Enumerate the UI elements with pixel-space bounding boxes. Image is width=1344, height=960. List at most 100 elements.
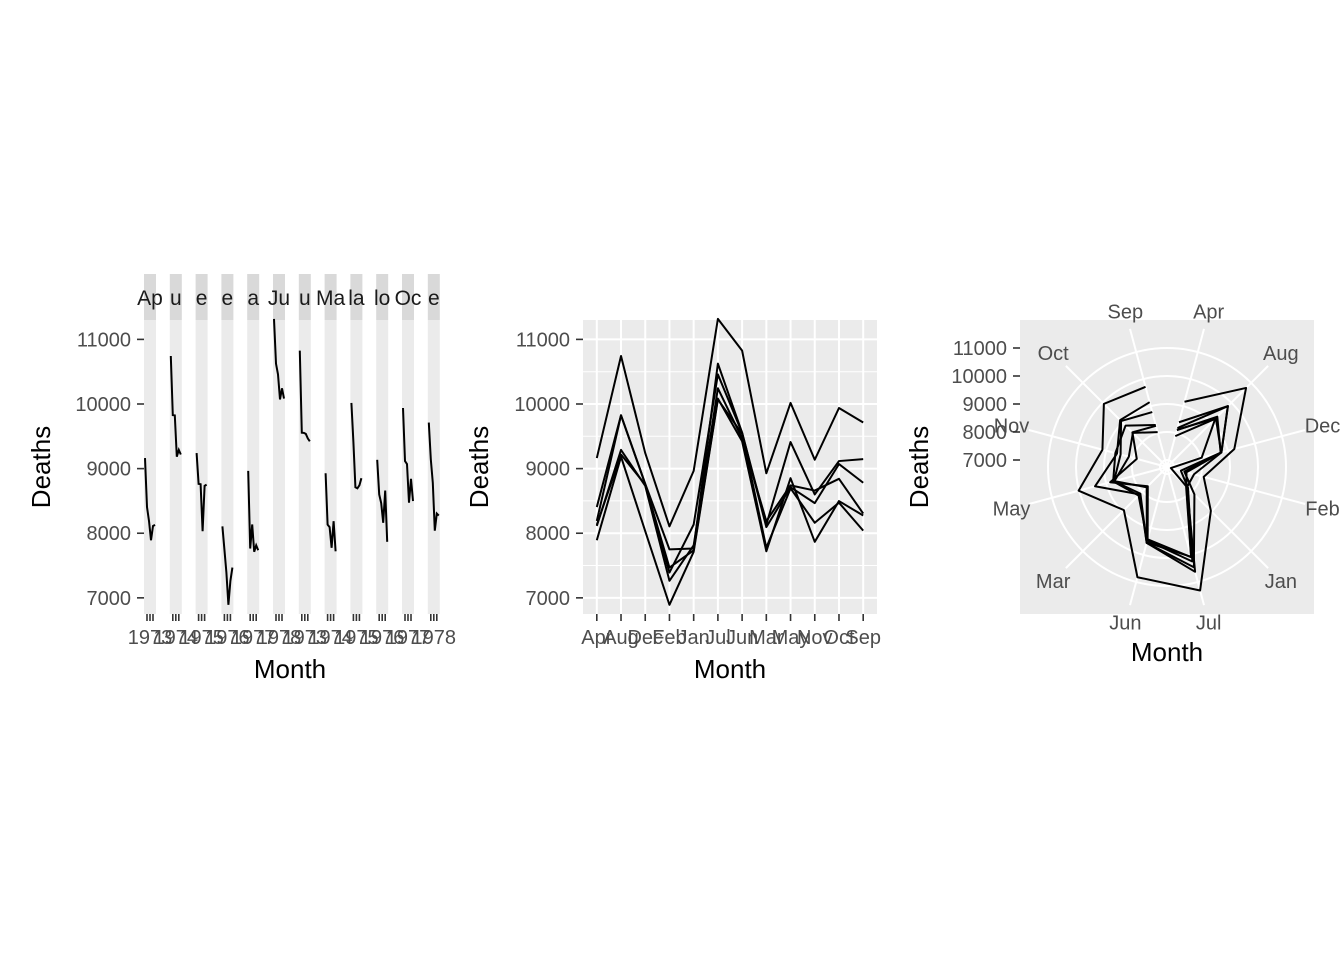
facet-strip-may xyxy=(350,274,363,320)
y-tick-label: 11000 xyxy=(516,329,570,351)
facet-line-nov xyxy=(376,459,389,542)
x-tick-label: 1973 xyxy=(283,627,328,649)
facet-panel-sep xyxy=(427,320,440,614)
facet-strip-label: e xyxy=(196,287,208,310)
y-tick-label: 10000 xyxy=(514,394,570,416)
panel-2-series-lines xyxy=(595,317,865,606)
facet-strip-label: la xyxy=(348,287,365,310)
panel-3-series-lines xyxy=(1077,385,1248,592)
y-tick-label: 11000 xyxy=(77,329,131,351)
facet-strip-sep xyxy=(427,274,440,320)
facet-strip-jan xyxy=(247,274,260,320)
x-tick-label: Feb xyxy=(652,627,686,649)
y-tick-label: 9000 xyxy=(526,459,571,481)
angle-label: Mar xyxy=(1036,571,1071,593)
x-tick-label: Mar xyxy=(749,627,784,649)
facet-line-jun xyxy=(298,350,311,442)
facet-line-aug xyxy=(169,355,182,457)
facet-line-apr xyxy=(144,458,156,541)
grid-circle xyxy=(1075,375,1259,559)
y-tick-label: 9000 xyxy=(87,459,132,481)
x-tick-label: 1976 xyxy=(205,627,250,649)
x-tick-label: 1977 xyxy=(386,627,431,649)
x-tick-label: May xyxy=(772,627,810,649)
polar-series-line-1 xyxy=(1077,385,1248,592)
panel-1-x-ticks: 1973197419751976197719781973197419751976… xyxy=(128,614,456,649)
angle-label: Aug xyxy=(1263,343,1299,365)
x-tick-label: Jul xyxy=(705,627,731,649)
facet-strip-label: e xyxy=(222,287,234,310)
x-tick-label: Jun xyxy=(726,627,758,649)
panel-3-angle-labels: Apr Aug Dec Feb Jan Jul Jun Mar May Nov Oct Sep xyxy=(993,301,1341,634)
panel-2-background xyxy=(583,320,877,614)
grid-spoke xyxy=(1028,466,1168,505)
facet-strip-oct xyxy=(402,274,414,320)
angle-label: Feb xyxy=(1305,499,1339,521)
panel-3-r-axis: 7000 8000 9000 10000 11000 xyxy=(951,338,1020,472)
panel-2-grid xyxy=(583,320,877,614)
facet-strip-nov xyxy=(376,274,389,320)
panel-2-y-axis-title: Deaths xyxy=(464,426,494,508)
x-tick-label: 1974 xyxy=(308,627,353,649)
r-tick-label: 8000 xyxy=(963,422,1008,444)
facet-strip-label: u xyxy=(170,287,182,310)
angle-label: Oct xyxy=(1038,343,1070,365)
y-tick-label: 7000 xyxy=(87,588,132,610)
grid-spoke xyxy=(1065,466,1168,569)
panel-1-series-lines xyxy=(144,318,440,605)
facet-strip-label: Ap xyxy=(137,287,163,310)
grid-spoke xyxy=(1129,328,1168,468)
facet-strip-label: Ju xyxy=(268,287,290,310)
panel-2-x-axis-title: Month xyxy=(694,654,766,684)
facet-panel-nov xyxy=(376,320,389,614)
facet-panel-may xyxy=(350,320,363,614)
panel-2-y-axis: 7000 8000 9000 10000 11000 xyxy=(514,329,583,610)
panel-3-polar: Apr Aug Dec Feb Jan Jul Jun Mar May Nov Oct Sep 700… xyxy=(904,301,1340,667)
x-tick-label: Aug xyxy=(603,627,639,649)
angle-label: Nov xyxy=(994,415,1030,437)
facet-strip-feb xyxy=(221,274,234,320)
facet-line-jan xyxy=(247,470,260,553)
panel-3-y-axis-title: Deaths xyxy=(904,426,934,508)
panel-1-y-axis: 7000 8000 9000 10000 11000 xyxy=(75,329,144,610)
facet-strip-label: Oc xyxy=(395,287,422,310)
series-line-1 xyxy=(595,317,864,528)
angle-label: Sep xyxy=(1108,301,1144,323)
facet-strip-label: lo xyxy=(374,287,390,310)
panel-1-x-axis-title: Month xyxy=(254,654,326,684)
r-tick-label: 7000 xyxy=(963,450,1008,472)
facet-line-dec xyxy=(195,453,208,532)
facet-panel-apr xyxy=(144,320,156,614)
panel-1-facet-backgrounds xyxy=(144,320,440,614)
series-line-6 xyxy=(595,397,864,569)
grid-spoke xyxy=(1065,365,1168,468)
r-tick-label: 10000 xyxy=(951,366,1007,388)
facet-panel-dec xyxy=(195,320,208,614)
angle-label: Jul xyxy=(1196,613,1222,635)
y-tick-label: 8000 xyxy=(526,523,571,545)
panel-1-x-tick-labels: 1973197419751976197719781973197419751976… xyxy=(128,627,456,649)
x-tick-label: 1978 xyxy=(412,627,457,649)
x-tick-label: Apr xyxy=(581,627,612,649)
panel-1-facet-strips: Ap u e e a Ju u Ma la lo Oc e xyxy=(137,274,440,320)
x-tick-label: Dec xyxy=(627,627,663,649)
r-tick-label: 9000 xyxy=(963,394,1008,416)
facet-panel-jan xyxy=(247,320,260,614)
facet-strip-apr xyxy=(144,274,156,320)
panel-3-x-axis-title: Month xyxy=(1131,637,1203,667)
facet-line-may xyxy=(350,402,363,490)
polar-series-line-3 xyxy=(1112,405,1229,569)
x-tick-label: 1975 xyxy=(334,627,379,649)
x-tick-label: 1976 xyxy=(360,627,405,649)
x-tick-label: Jan xyxy=(678,627,710,649)
series-line-3 xyxy=(595,373,864,574)
angle-label: Jan xyxy=(1265,571,1297,593)
grid-circle xyxy=(1103,403,1231,531)
panel-1-y-axis-title: Deaths xyxy=(26,426,56,508)
x-tick-label: 1973 xyxy=(128,627,173,649)
y-tick-label: 8000 xyxy=(87,523,132,545)
x-tick-label: Nov xyxy=(797,627,833,649)
panel-3-grid xyxy=(1028,328,1306,606)
